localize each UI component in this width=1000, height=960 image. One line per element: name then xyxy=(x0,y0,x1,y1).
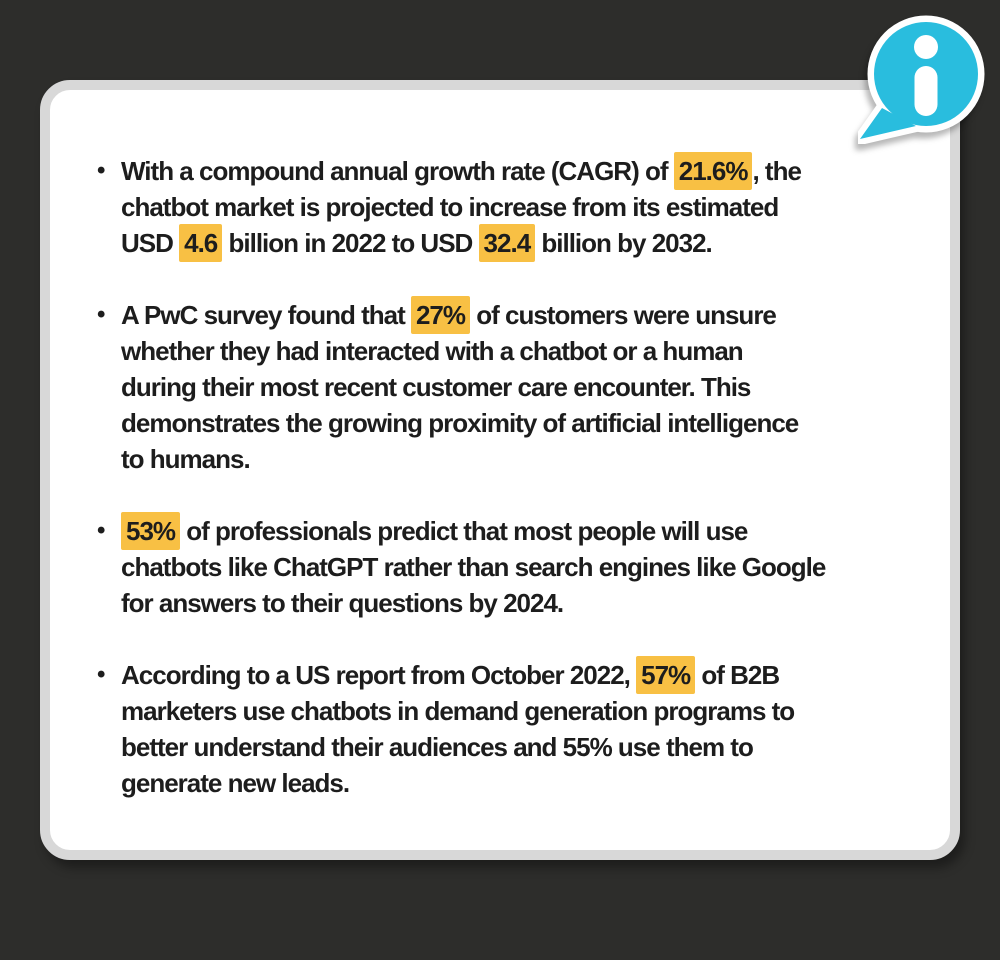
text-segment: chatbots like ChatGPT rather than search… xyxy=(121,552,826,582)
text-segment: demonstrates the growing proximity of ar… xyxy=(121,408,799,438)
text-line: USD 4.6 billion in 2022 to USD 32.4 bill… xyxy=(121,224,932,262)
text-line: whether they had interacted with a chatb… xyxy=(121,333,932,369)
text-segment: USD xyxy=(121,228,180,258)
highlighted-stat: 27% xyxy=(410,296,471,334)
text-segment: to humans. xyxy=(121,444,251,474)
bullet-marker: • xyxy=(97,157,106,184)
bullet-text: According to a US report from October 20… xyxy=(121,656,932,801)
text-segment: billion in 2022 to USD xyxy=(222,228,479,258)
text-line: chatbot market is projected to increase … xyxy=(121,189,932,225)
bullet-item: • 53% of professionals predict that most … xyxy=(97,512,932,621)
text-line: chatbots like ChatGPT rather than search… xyxy=(121,549,932,585)
highlighted-stat: 4.6 xyxy=(179,224,223,262)
bullet-item: • A PwC survey found that 27% of customer… xyxy=(97,296,932,477)
text-segment: A PwC survey found that xyxy=(121,300,411,330)
bullet-list: • With a compound annual growth rate (CAG… xyxy=(97,152,932,801)
text-line: better understand their audiences and 55… xyxy=(121,729,932,765)
text-segment: According to a US report from October 20… xyxy=(121,660,637,690)
highlighted-stat: 21.6% xyxy=(673,152,753,190)
text-line: for answers to their questions by 2024. xyxy=(121,585,932,621)
info-icon xyxy=(854,12,986,145)
text-segment: of customers were unsure xyxy=(470,300,777,330)
text-line: marketers use chatbots in demand generat… xyxy=(121,693,932,729)
highlighted-stat: 53% xyxy=(121,512,181,550)
info-card xyxy=(40,80,960,860)
info-bubble-graphic xyxy=(854,15,985,145)
text-segment: marketers use chatbots in demand generat… xyxy=(121,696,795,726)
highlighted-stat: 57% xyxy=(636,656,696,694)
bullet-text: A PwC survey found that 27% of customers… xyxy=(121,296,932,477)
text-line: demonstrates the growing proximity of ar… xyxy=(121,405,932,441)
text-segment: for answers to their questions by 2024. xyxy=(121,588,564,618)
text-segment: , the xyxy=(752,156,801,186)
text-line: 53% of professionals predict that most p… xyxy=(121,512,932,550)
text-line: during their most recent customer care e… xyxy=(121,369,932,405)
text-segment: better understand their audiences and 55… xyxy=(121,732,754,762)
bullet-marker: • xyxy=(97,661,106,688)
text-segment: With a compound annual growth rate (CAGR… xyxy=(121,156,674,186)
text-segment: of professionals predict that most peopl… xyxy=(180,516,748,546)
text-segment: whether they had interacted with a chatb… xyxy=(121,336,744,366)
card-content: • With a compound annual growth rate (CAG… xyxy=(52,90,952,801)
bullet-marker: • xyxy=(97,301,106,328)
text-line: A PwC survey found that 27% of customers… xyxy=(121,296,932,334)
highlighted-stat: 32.4 xyxy=(478,224,536,262)
bullet-text: 53% of professionals predict that most p… xyxy=(121,512,932,621)
bullet-marker: • xyxy=(97,517,106,544)
bullet-item: • According to a US report from October 2… xyxy=(97,656,932,801)
text-segment: of B2B xyxy=(695,660,780,690)
text-segment: during their most recent customer care e… xyxy=(121,372,751,402)
text-segment: chatbot market is projected to increase … xyxy=(121,192,779,222)
bullet-item: • With a compound annual growth rate (CAG… xyxy=(97,152,932,262)
text-line: According to a US report from October 20… xyxy=(121,656,932,694)
text-segment: billion by 2032. xyxy=(535,228,712,258)
bullet-text: With a compound annual growth rate (CAGR… xyxy=(121,152,932,262)
text-line: With a compound annual growth rate (CAGR… xyxy=(121,152,932,190)
text-line: to humans. xyxy=(121,441,932,477)
text-line: generate new leads. xyxy=(121,765,932,801)
text-segment: generate new leads. xyxy=(121,768,350,798)
